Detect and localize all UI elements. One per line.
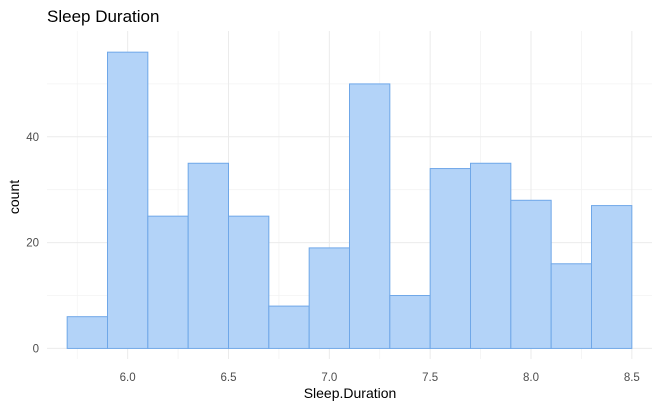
- x-tick-label: 8.5: [624, 372, 640, 384]
- y-axis-ticks: 0 20 40: [26, 132, 39, 356]
- histogram-bar: [349, 83, 391, 349]
- histogram-bar: [510, 199, 552, 349]
- x-tick-label: 7.0: [321, 372, 337, 384]
- x-axis-ticks: 6.0 6.5 7.0 7.5 8.0 8.5: [120, 372, 640, 384]
- histogram-bar: [308, 247, 350, 349]
- histogram-bar: [107, 51, 149, 349]
- histogram-bar: [66, 316, 108, 349]
- histogram-bar: [470, 162, 512, 349]
- y-axis-label: count: [6, 180, 22, 214]
- y-tick-label: 20: [26, 238, 39, 250]
- histogram-bar: [389, 295, 431, 349]
- histogram-bar: [147, 215, 189, 349]
- histogram-bar: [228, 215, 270, 349]
- chart-title: Sleep Duration: [47, 7, 159, 26]
- x-tick-label: 6.0: [120, 372, 136, 384]
- histogram-bar: [268, 305, 310, 349]
- x-tick-label: 6.5: [221, 372, 237, 384]
- x-tick-label: 8.0: [523, 372, 539, 384]
- histogram-bar: [550, 263, 593, 349]
- bars-layer: [66, 51, 633, 349]
- y-tick-label: 40: [26, 132, 39, 144]
- histogram-bar: [429, 168, 471, 349]
- y-tick-label: 0: [33, 343, 39, 355]
- x-tick-label: 7.5: [422, 372, 438, 384]
- x-axis-label: Sleep.Duration: [304, 385, 397, 401]
- histogram-bar: [591, 205, 633, 349]
- histogram-bar: [187, 162, 230, 349]
